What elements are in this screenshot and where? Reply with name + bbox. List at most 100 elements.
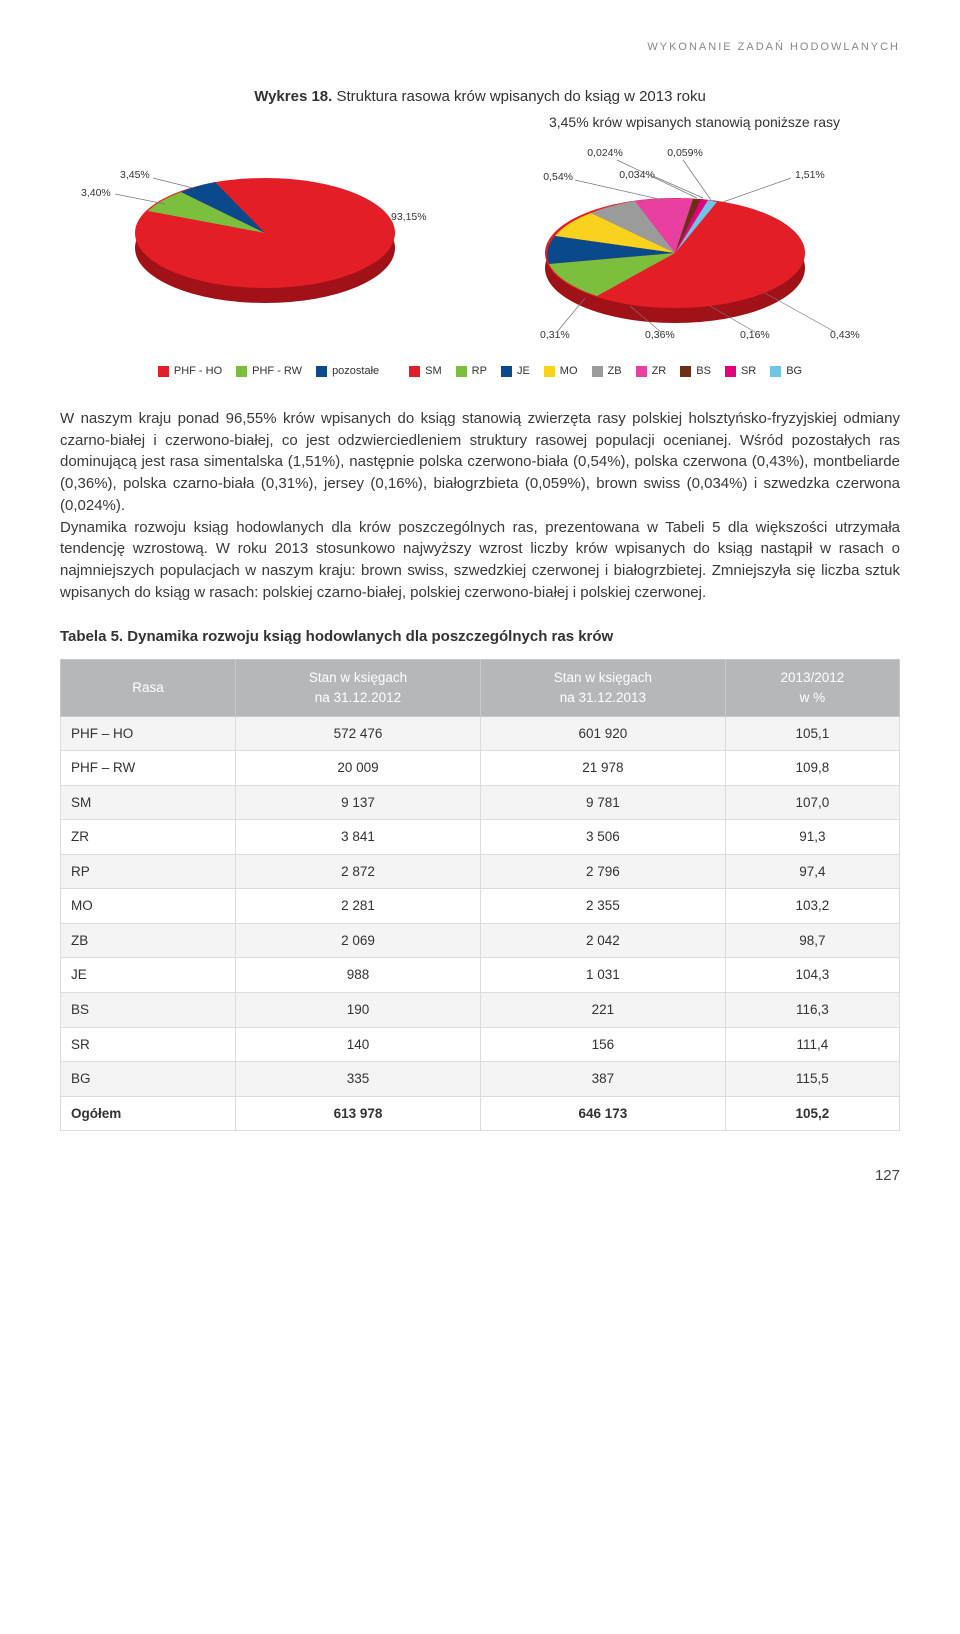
table-row: BG335387115,5 (61, 1062, 900, 1097)
table-cell: 646 173 (480, 1096, 725, 1131)
body-paragraph-1: W naszym kraju ponad 96,55% krów wpisany… (60, 408, 900, 517)
right-pie-label-5: 0,43% (830, 329, 860, 341)
right-pie-label-0: 0,024% (587, 147, 623, 159)
table-cell: 103,2 (725, 889, 899, 924)
table-cell: 105,1 (725, 716, 899, 751)
table-cell: 140 (236, 1027, 481, 1062)
legend-item: BG (770, 364, 802, 380)
figure-title: Wykres 18. Struktura rasowa krów wpisany… (60, 86, 900, 108)
table-cell: 156 (480, 1027, 725, 1062)
table-cell: SM (61, 785, 236, 820)
table-cell: 1 031 (480, 958, 725, 993)
legend-label: JE (517, 364, 530, 380)
legend-label: BG (786, 364, 802, 380)
table-cell: 91,3 (725, 820, 899, 855)
legend-label: ZB (608, 364, 622, 380)
table-row: PHF – RW20 00921 978109,8 (61, 751, 900, 786)
table-cell: 98,7 (725, 923, 899, 958)
table-cell: 104,3 (725, 958, 899, 993)
legend-swatch (544, 366, 555, 377)
table-cell: 2 042 (480, 923, 725, 958)
table-header-row: RasaStan w księgachna 31.12.2012Stan w k… (61, 660, 900, 716)
right-pie-label-6: 0,31% (540, 329, 570, 341)
table-row: SR140156111,4 (61, 1027, 900, 1062)
legend-label: SM (425, 364, 442, 380)
legend-item: MO (544, 364, 578, 380)
table-cell: 3 506 (480, 820, 725, 855)
table-row: MO2 2812 355103,2 (61, 889, 900, 924)
table-title-text: Dynamika rozwoju ksiąg hodowlanych dla p… (127, 628, 613, 645)
legend-swatch (409, 366, 420, 377)
table-cell: 613 978 (236, 1096, 481, 1131)
figure-subtitle: 3,45% krów wpisanych stanowią poniższe r… (60, 112, 900, 132)
right-pie-chart: 0,024% 0,059% 0,034% 1,51% 0,54% 0,43% 0… (465, 138, 885, 358)
table-cell: 2 355 (480, 889, 725, 924)
table-header-cell: 2013/2012w % (725, 660, 899, 716)
right-pie-label-1: 0,059% (667, 147, 703, 159)
table-cell: RP (61, 854, 236, 889)
table-cell: 572 476 (236, 716, 481, 751)
legend-swatch (158, 366, 169, 377)
right-pie-label-8: 0,16% (740, 329, 770, 341)
table-row: JE9881 031104,3 (61, 958, 900, 993)
table-title: Tabela 5. Dynamika rozwoju ksiąg hodowla… (60, 626, 900, 648)
table-cell: 9 781 (480, 785, 725, 820)
table-cell: MO (61, 889, 236, 924)
table-cell: 2 281 (236, 889, 481, 924)
charts-row: 3,40% 3,45% 93,15% (60, 138, 900, 358)
table-cell: 20 009 (236, 751, 481, 786)
legend-item: ZB (592, 364, 622, 380)
table-row: RP2 8722 79697,4 (61, 854, 900, 889)
legend-right: SM RP JE MO ZB ZR BS SR BG (409, 364, 802, 380)
table-row: SM9 1379 781107,0 (61, 785, 900, 820)
legend-label: BS (696, 364, 711, 380)
legend-item: pozostałe (316, 364, 379, 380)
table-header-cell: Stan w księgachna 31.12.2012 (236, 660, 481, 716)
table-cell: 2 069 (236, 923, 481, 958)
figure-title-text: Struktura rasowa krów wpisanych do ksiąg… (336, 88, 705, 105)
legend-item: PHF - HO (158, 364, 222, 380)
table-cell: BS (61, 993, 236, 1028)
legend-label: PHF - HO (174, 364, 222, 380)
table-cell: JE (61, 958, 236, 993)
table-cell: 105,2 (725, 1096, 899, 1131)
table-cell: 115,5 (725, 1062, 899, 1097)
left-pie-label-0: 3,40% (81, 187, 111, 199)
table-cell: Ogółem (61, 1096, 236, 1131)
table-cell: 21 978 (480, 751, 725, 786)
table-cell: 97,4 (725, 854, 899, 889)
table-cell: 9 137 (236, 785, 481, 820)
table-row: ZR3 8413 50691,3 (61, 820, 900, 855)
legend-item: PHF - RW (236, 364, 302, 380)
table-cell: PHF – RW (61, 751, 236, 786)
table-total-row: Ogółem613 978646 173105,2 (61, 1096, 900, 1131)
legend-label: SR (741, 364, 756, 380)
table-cell: 221 (480, 993, 725, 1028)
table-cell: 109,8 (725, 751, 899, 786)
table-cell: SR (61, 1027, 236, 1062)
table-row: PHF – HO572 476601 920105,1 (61, 716, 900, 751)
right-pie-label-3: 1,51% (795, 169, 825, 181)
table-body: PHF – HO572 476601 920105,1PHF – RW20 00… (61, 716, 900, 1131)
legend-swatch (636, 366, 647, 377)
legend-swatch (316, 366, 327, 377)
table-cell: 335 (236, 1062, 481, 1097)
table-cell: 3 841 (236, 820, 481, 855)
table-cell: 190 (236, 993, 481, 1028)
legend-label: RP (472, 364, 487, 380)
legend-label: ZR (652, 364, 667, 380)
table-cell: 116,3 (725, 993, 899, 1028)
table-header-cell: Rasa (61, 660, 236, 716)
legend-left: PHF - HO PHF - RW pozostałe (158, 364, 379, 380)
legend-swatch (725, 366, 736, 377)
left-pie-chart: 3,40% 3,45% 93,15% (75, 138, 435, 328)
table-cell: 387 (480, 1062, 725, 1097)
legend-row: PHF - HO PHF - RW pozostałe SM RP JE MO ZB ZR BS… (60, 364, 900, 380)
legend-swatch (680, 366, 691, 377)
right-pie-label-2: 0,034% (619, 169, 655, 181)
table-cell: 601 920 (480, 716, 725, 751)
legend-swatch (501, 366, 512, 377)
legend-item: SR (725, 364, 756, 380)
table-cell: BG (61, 1062, 236, 1097)
right-pie-label-4: 0,54% (543, 171, 573, 183)
